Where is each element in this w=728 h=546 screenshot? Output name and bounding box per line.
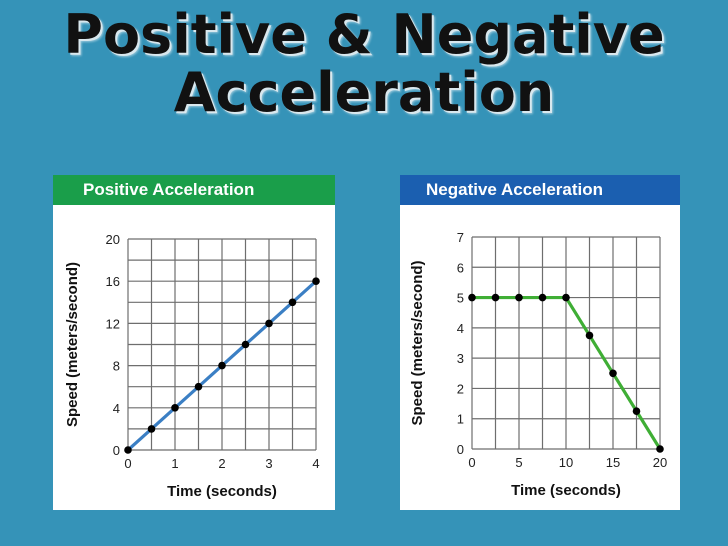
x-tick-label: 4 [312, 456, 319, 471]
x-tick-label: 0 [124, 456, 131, 471]
data-point [562, 293, 570, 302]
data-point [656, 445, 664, 453]
y-tick-label: 20 [106, 232, 120, 247]
grid [127, 238, 317, 451]
x-tick-label: 5 [515, 455, 522, 470]
x-tick-label: 1 [171, 456, 178, 471]
data-point [241, 340, 250, 349]
x-tick-label: 15 [606, 455, 620, 470]
chart-title: Negative Acceleration [400, 175, 680, 205]
data-point [491, 293, 500, 302]
data-point [265, 319, 273, 328]
slide-title-line-1: Positive & Negative [63, 3, 665, 66]
data-point [171, 404, 179, 412]
x-tick-label: 10 [559, 455, 573, 470]
y-tick-label: 6 [457, 260, 464, 275]
y-tick-label: 3 [457, 351, 464, 366]
data-point [218, 361, 226, 370]
y-tick-label: 0 [457, 442, 464, 457]
data-point [124, 446, 132, 454]
data-point [194, 382, 203, 391]
slide-title-line-2: Acceleration [173, 61, 555, 124]
data-point [288, 298, 297, 307]
x-tick-label: 0 [468, 455, 475, 470]
y-tick-label: 16 [106, 274, 120, 289]
y-tick-label: 8 [113, 359, 120, 374]
y-tick-label: 5 [457, 291, 464, 306]
y-tick-label: 1 [457, 412, 464, 427]
positive-acceleration-panel: Positive Acceleration 0 4 8 12 16 20 0 1 2 3 4 Time… [53, 175, 335, 510]
x-tick-label: 20 [653, 455, 667, 470]
y-tick-label: 7 [457, 230, 464, 245]
chart-title: Positive Acceleration [53, 175, 335, 205]
data-point [609, 369, 617, 378]
data-point [312, 277, 320, 285]
data-point [538, 293, 547, 302]
x-axis-label: Time (seconds) [511, 482, 621, 499]
y-tick-label: 12 [106, 316, 120, 331]
data-point [147, 425, 156, 433]
x-axis-label: Time (seconds) [167, 483, 277, 500]
y-tick-label: 0 [113, 443, 120, 458]
data-point [515, 293, 523, 302]
y-tick-label: 2 [457, 381, 464, 396]
grid [471, 236, 661, 450]
y-axis-label: Speed (meters/second) [409, 260, 426, 425]
data-point [468, 293, 476, 302]
data-point [632, 407, 641, 415]
x-tick-label: 2 [218, 456, 225, 471]
y-tick-label: 4 [113, 401, 120, 416]
negative-acceleration-panel: Negative Acceleration 0 1 2 3 4 5 6 7 0 5 10 15 20 Ti… [400, 175, 680, 510]
y-axis-label: Speed (meters/second) [64, 262, 81, 427]
y-tick-label: 4 [457, 321, 464, 336]
data-point [585, 331, 594, 340]
negative-acceleration-chart: 0 1 2 3 4 5 6 7 0 5 10 15 20 Time (seconds) Speed (met… [409, 230, 667, 499]
x-tick-label: 3 [265, 456, 272, 471]
slide-title: Positive & Negative Acceleration [0, 6, 728, 122]
